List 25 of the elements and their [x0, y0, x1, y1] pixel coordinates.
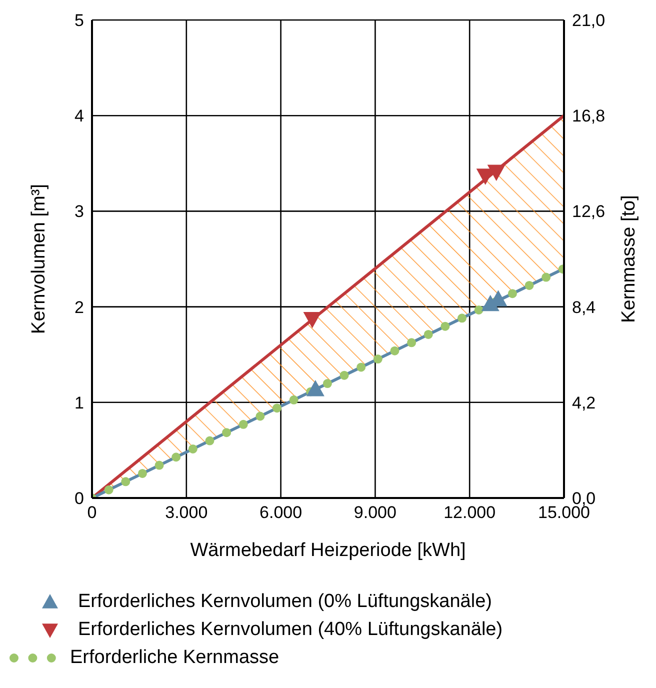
y2-axis-title: Kernmasse [to] — [618, 195, 640, 323]
y-tick-label: 5 — [74, 11, 84, 30]
legend-label: Erforderliches Kernvolumen (40% Lüftungskanäle) — [78, 619, 503, 641]
point — [306, 380, 324, 396]
legend-label: Erforderliche Kernmasse — [70, 647, 280, 669]
y-tick-label: 0 — [74, 489, 84, 508]
y-tick-label: 2 — [74, 298, 84, 317]
x-axis-title: Wärmebedarf Heizperiode [kWh] — [190, 540, 466, 561]
point — [303, 312, 322, 328]
x-tick-label: 9.000 — [354, 503, 396, 522]
y-axis-title: Kernvolumen [m³] — [28, 184, 50, 334]
y2-tick-label: 21,0 — [572, 11, 606, 30]
x-tick-label: 3.000 — [165, 503, 208, 522]
y-tick-label: 1 — [74, 393, 84, 412]
point — [487, 164, 506, 182]
y2-tick-label: 12,6 — [572, 202, 606, 222]
y2-tick-label: 4,2 — [572, 393, 596, 412]
y2-tick-label: 8,4 — [572, 298, 596, 317]
y-tick-label: 4 — [74, 106, 84, 126]
x-tick-label: 12.000 — [444, 503, 496, 522]
y-tick-label: 3 — [74, 202, 84, 222]
y2-tick-label: 16,8 — [572, 106, 606, 126]
legend-label: Erforderliches Kernvolumen (0% Lüftungskanäle) — [78, 591, 492, 613]
x-tick-label: 0 — [87, 503, 97, 522]
x-tick-label: 6.000 — [260, 503, 302, 522]
